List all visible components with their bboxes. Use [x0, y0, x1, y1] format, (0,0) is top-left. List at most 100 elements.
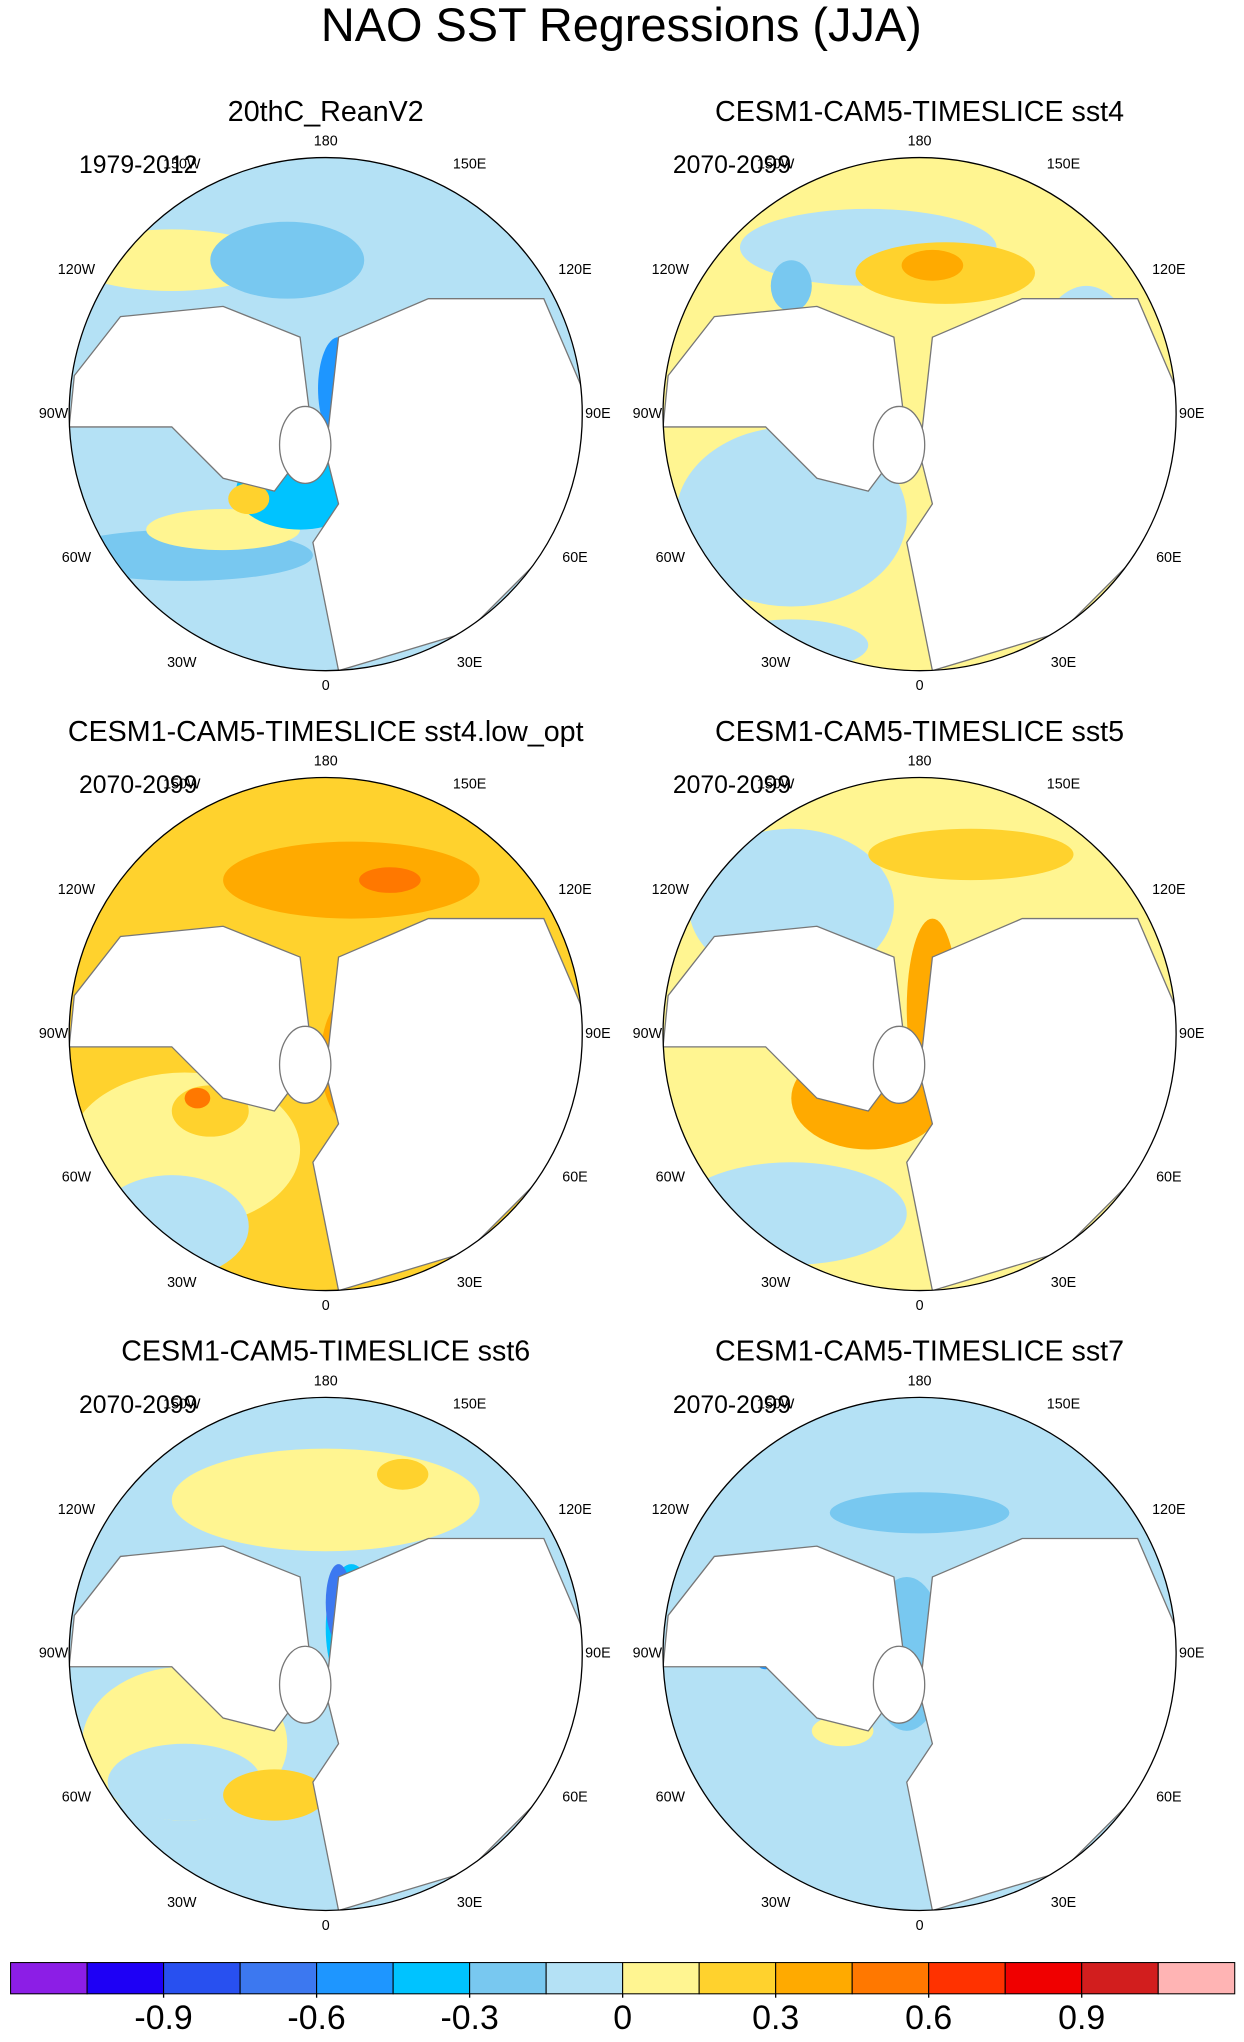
- lon-label: 120W: [58, 882, 96, 898]
- lon-label: 60W: [62, 550, 92, 566]
- field-blob: [107, 1743, 262, 1821]
- lon-label: 150W: [757, 157, 795, 173]
- lon-label: 90W: [39, 1646, 69, 1662]
- lon-label: 120E: [558, 262, 591, 278]
- lon-label: 150E: [453, 157, 486, 173]
- field-blob: [829, 1492, 1010, 1534]
- field-blob: [223, 1769, 326, 1821]
- lon-label: 0: [916, 1918, 924, 1934]
- colorbar-box: [622, 1962, 700, 1995]
- panel-period: 1979-2012: [79, 152, 197, 179]
- field-blob: [377, 1458, 429, 1490]
- lon-label: 30W: [167, 1895, 197, 1911]
- map-panel: CESM1-CAM5-TIMESLICE sst7 2070-2099 180 150…: [633, 1336, 1205, 1934]
- lon-label: 150E: [1047, 1396, 1080, 1412]
- lon-label: 90E: [1179, 1646, 1204, 1662]
- map-border: [662, 1396, 1177, 1912]
- lon-label: 60E: [562, 1170, 587, 1186]
- colorbar-label: 0.3: [752, 1999, 799, 2037]
- field-blob: [359, 867, 421, 893]
- panel-title: CESM1-CAM5-TIMESLICE sst6: [121, 1336, 530, 1368]
- colorbar-box: [851, 1962, 930, 1995]
- field-blob: [210, 221, 365, 299]
- lon-label: 30E: [1051, 1275, 1076, 1291]
- lon-label: 180: [908, 134, 932, 150]
- map-field: [69, 1397, 583, 1911]
- colorbar-label: 0: [613, 1999, 632, 2037]
- lon-label: 60W: [656, 1170, 686, 1186]
- lon-label: 30W: [761, 1895, 791, 1911]
- greenland: [278, 1645, 332, 1724]
- map-panel: CESM1-CAM5-TIMESLICE sst4 2070-2099 180 150…: [633, 96, 1205, 694]
- panel-period: 2070-2099: [79, 1392, 197, 1419]
- lon-label: 60E: [1156, 1790, 1181, 1806]
- lon-label: 60E: [1156, 550, 1181, 566]
- lon-label: 90E: [585, 406, 610, 422]
- map-border: [68, 156, 583, 672]
- field-blob: [901, 249, 964, 281]
- colorbar-box: [545, 1962, 624, 1995]
- panel-period: 2070-2099: [673, 772, 791, 799]
- colorbar-box: [163, 1962, 241, 1995]
- map-panel: CESM1-CAM5-TIMESLICE sst4.low_opt 2070-20…: [39, 716, 611, 1314]
- lon-label: 120E: [558, 882, 591, 898]
- lon-label: 180: [908, 754, 932, 770]
- land: [312, 917, 583, 1291]
- lon-label: 120W: [58, 262, 96, 278]
- lon-label: 90W: [633, 406, 663, 422]
- figure-title: NAO SST Regressions (JJA): [321, 0, 922, 51]
- lon-label: 180: [908, 1374, 932, 1390]
- map-panel: 20thC_ReanV2 1979-2012 180 150E 120E 90E 60E 30…: [39, 96, 611, 694]
- colorbar-box: [928, 1962, 1006, 1995]
- panel-title: CESM1-CAM5-TIMESLICE sst4: [715, 96, 1124, 128]
- colorbar-box: [698, 1962, 777, 1995]
- lon-label: 150W: [757, 1396, 795, 1412]
- greenland: [872, 405, 926, 485]
- lon-label: 120E: [1152, 262, 1185, 278]
- field-blob: [228, 483, 270, 515]
- lon-label: 150E: [453, 1396, 486, 1412]
- lon-label: 120E: [1152, 882, 1185, 898]
- lon-label: 120E: [1152, 1502, 1185, 1518]
- land: [906, 298, 1177, 671]
- field-blob: [675, 1162, 907, 1265]
- lon-label: 150W: [163, 777, 201, 793]
- map-field: [69, 157, 583, 671]
- field-blob: [184, 1087, 211, 1109]
- lon-label: 30W: [167, 655, 197, 671]
- field-blob: [171, 1448, 480, 1552]
- panel-period: 2070-2099: [79, 772, 197, 799]
- lon-label: 0: [322, 1298, 330, 1314]
- colorbar-box: [10, 1962, 88, 1995]
- colorbar-label: -0.6: [287, 1999, 345, 2037]
- lon-label: 0: [916, 1298, 924, 1314]
- colorbar-box: [239, 1962, 318, 1995]
- lon-label: 60W: [62, 1790, 92, 1806]
- lon-label: 120W: [652, 1502, 690, 1518]
- lon-label: 90E: [585, 1646, 610, 1662]
- map-border: [68, 776, 583, 1292]
- greenland: [278, 1025, 332, 1104]
- lon-label: 180: [314, 754, 338, 770]
- greenland: [872, 1645, 926, 1724]
- lon-label: 30E: [1051, 655, 1076, 671]
- land: [312, 1537, 583, 1911]
- map-border: [68, 1396, 583, 1912]
- lon-label: 150E: [453, 777, 486, 793]
- land: [906, 917, 1177, 1291]
- lon-label: 180: [314, 134, 338, 150]
- lon-label: 30E: [1051, 1895, 1076, 1911]
- map-field: [663, 1397, 1177, 1911]
- lon-label: 30W: [167, 1275, 197, 1291]
- panel-title: CESM1-CAM5-TIMESLICE sst4.low_opt: [68, 716, 584, 748]
- colorbar-box: [316, 1962, 394, 1995]
- lon-label: 120W: [652, 882, 690, 898]
- lon-label: 90W: [633, 1026, 663, 1042]
- greenland: [872, 1025, 926, 1104]
- lon-label: 30E: [457, 655, 482, 671]
- field-blob: [714, 619, 869, 671]
- map-panel: CESM1-CAM5-TIMESLICE sst6 2070-2099 180 150…: [39, 1336, 611, 1934]
- lon-label: 90E: [585, 1026, 610, 1042]
- lon-label: 90E: [1179, 1026, 1204, 1042]
